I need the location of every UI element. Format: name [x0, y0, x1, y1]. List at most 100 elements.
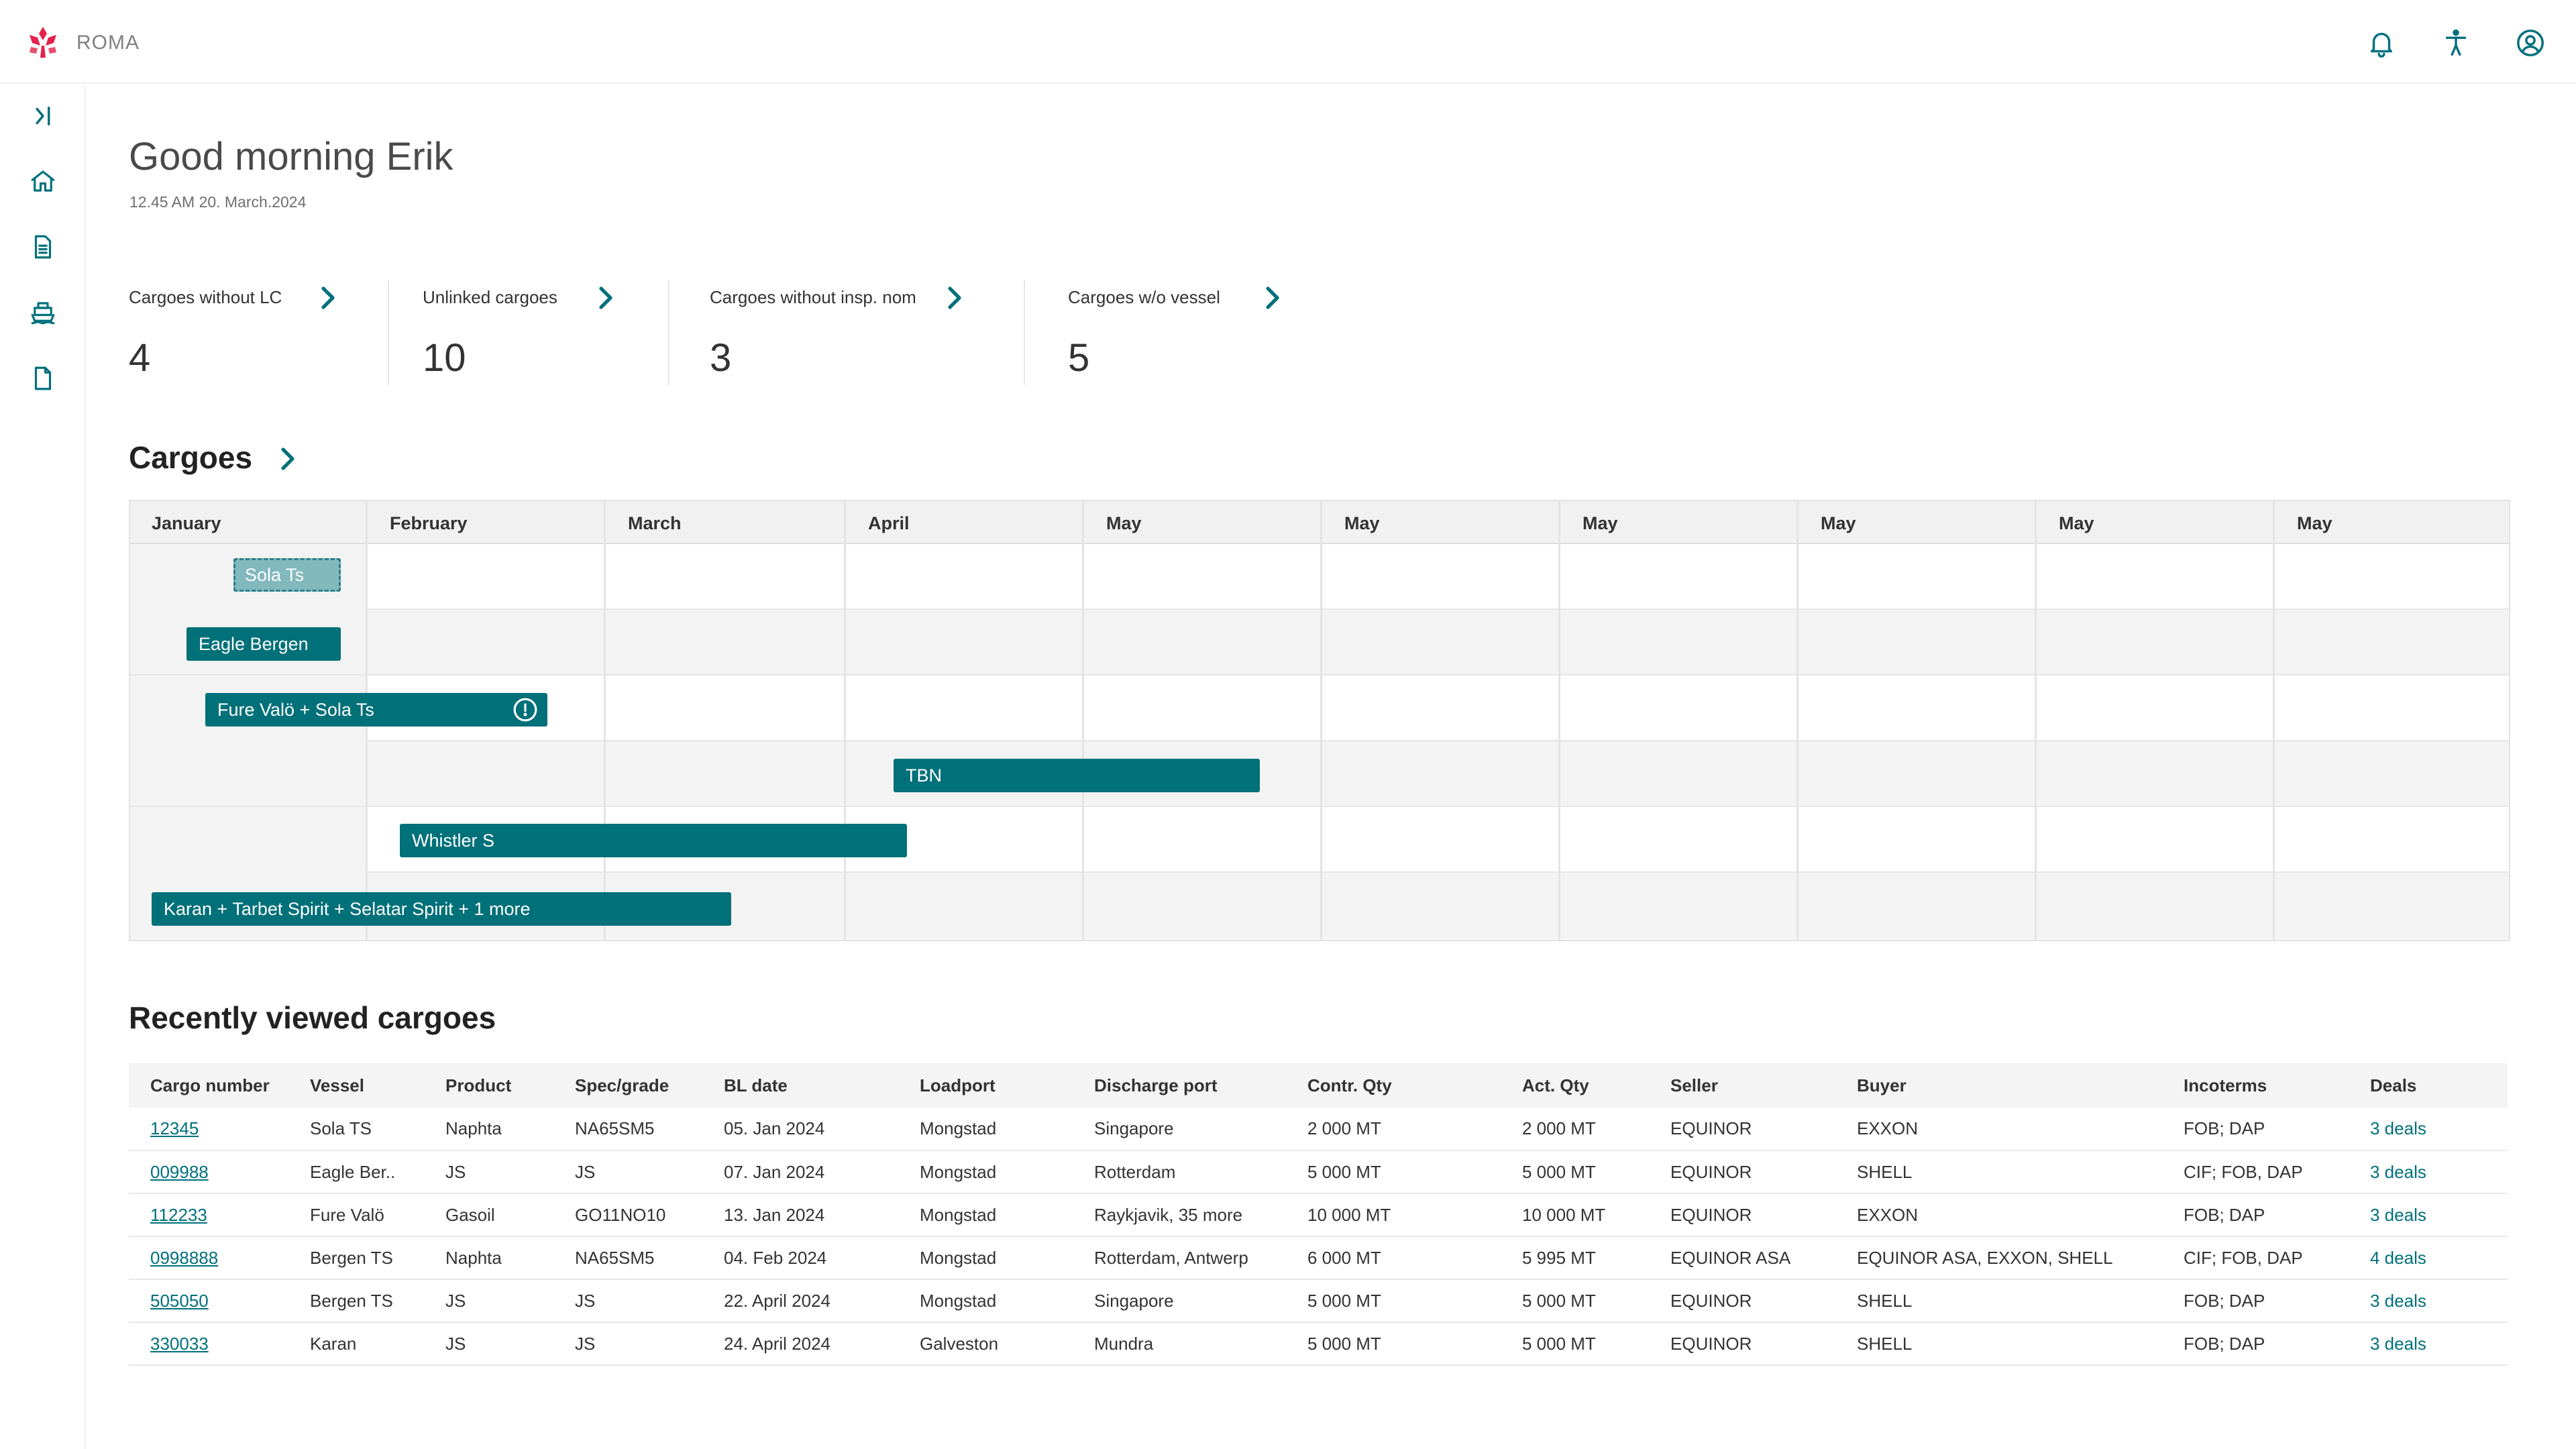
- column-header[interactable]: Incoterms: [2184, 1075, 2267, 1095]
- file-icon[interactable]: [25, 361, 60, 396]
- deals-link[interactable]: 3 deals: [2349, 1108, 2508, 1151]
- brand[interactable]: ROMA: [27, 25, 140, 60]
- table-cell: JS: [553, 1150, 702, 1194]
- chevron-right-icon[interactable]: [589, 279, 621, 317]
- table-cell: 07. Jan 2024: [702, 1150, 898, 1194]
- table-cell: 12345: [129, 1108, 288, 1151]
- deals-link[interactable]: 3 deals: [2349, 1193, 2508, 1237]
- table-cell: Gasoil: [424, 1193, 553, 1237]
- deals-link[interactable]: 3 deals: [2349, 1279, 2508, 1323]
- month-label: May: [1344, 513, 1380, 533]
- table-cell: JS: [424, 1279, 553, 1323]
- column-header[interactable]: Contr. Qty: [1307, 1075, 1392, 1095]
- cargo-bar-warning[interactable]: Fure Valö + Sola Ts: [205, 693, 547, 727]
- recent-cargoes-table: Cargo number Vessel Product Spec/grade B…: [129, 1063, 2508, 1366]
- column-header[interactable]: Loadport: [920, 1075, 996, 1095]
- column-header[interactable]: Product: [445, 1075, 512, 1095]
- column-header[interactable]: Vessel: [310, 1075, 364, 1095]
- account-icon[interactable]: [2512, 24, 2549, 62]
- cargo-number-link[interactable]: 330033: [150, 1333, 209, 1354]
- kpi-divider: [668, 280, 669, 385]
- ship-icon[interactable]: [25, 295, 60, 330]
- timeline-row: [130, 676, 2509, 741]
- kpi-value: 5: [1068, 336, 1090, 380]
- column-header[interactable]: Act. Qty: [1522, 1075, 1589, 1095]
- table-cell: 5 000 MT: [1501, 1279, 1649, 1323]
- column-header[interactable]: Spec/grade: [575, 1075, 669, 1095]
- table-row[interactable]: 009988 Eagle Ber.. JS JS 07. Jan 2024 Mongsta…: [129, 1150, 2508, 1194]
- table-cell: Mundra: [1073, 1322, 1286, 1366]
- table-cell: 5 000 MT: [1501, 1150, 1649, 1194]
- column-header[interactable]: Discharge port: [1094, 1075, 1218, 1095]
- bell-icon[interactable]: [2363, 24, 2400, 62]
- table-row[interactable]: 330033 Karan JS JS 24. April 2024 Galveston Mu…: [129, 1322, 2508, 1366]
- deals-link[interactable]: 3 deals: [2349, 1150, 2508, 1194]
- app-name: ROMA: [76, 32, 140, 54]
- table-row[interactable]: 112233 Fure Valö Gasoil GO11NO10 13. Jan 202…: [129, 1193, 2508, 1237]
- chevron-right-icon[interactable]: [938, 279, 970, 317]
- home-icon[interactable]: [25, 164, 60, 199]
- table-cell: SHELL: [1835, 1150, 2162, 1194]
- table-cell: 5 000 MT: [1501, 1322, 1649, 1366]
- table-cell: SHELL: [1835, 1322, 2162, 1366]
- table-cell: 22. April 2024: [702, 1279, 898, 1323]
- column-header[interactable]: BL date: [724, 1075, 788, 1095]
- table-cell: Galveston: [898, 1322, 1073, 1366]
- kpi-label: Cargoes without LC: [129, 287, 282, 307]
- document-icon[interactable]: [25, 229, 60, 264]
- kpi-value: 10: [423, 336, 466, 380]
- cargo-bar[interactable]: Karan + Tarbet Spirit + Selatar Spirit +…: [152, 892, 731, 926]
- kpi-cargoes-without-lc[interactable]: Cargoes without LC 4: [129, 276, 389, 381]
- table-cell: EQUINOR: [1649, 1279, 1835, 1323]
- table-cell: 6 000 MT: [1286, 1236, 1501, 1280]
- month-label: May: [2297, 513, 2332, 533]
- warning-icon[interactable]: [513, 697, 538, 722]
- kpi-cargoes-without-insp-nom[interactable]: Cargoes without insp. nom 3: [669, 276, 1025, 381]
- accessibility-icon[interactable]: [2437, 24, 2475, 62]
- chevron-right-icon[interactable]: [1256, 279, 1288, 317]
- cargo-bar[interactable]: Sola Ts: [233, 558, 341, 592]
- table-header-row: Cargo number Vessel Product Spec/grade B…: [129, 1063, 2508, 1108]
- table-cell: NA65SM5: [553, 1108, 702, 1151]
- table-row[interactable]: 0998888 Bergen TS Naphta NA65SM5 04. Feb 202…: [129, 1236, 2508, 1280]
- table-cell: 2 000 MT: [1501, 1108, 1649, 1151]
- chevron-right-icon[interactable]: [311, 279, 343, 317]
- column-header[interactable]: Deals: [2370, 1075, 2417, 1095]
- table-cell: EQUINOR: [1649, 1322, 1835, 1366]
- table-cell: EQUINOR: [1649, 1150, 1835, 1194]
- kpi-label: Unlinked cargoes: [423, 287, 557, 307]
- table-row[interactable]: 12345 Sola TS Naphta NA65SM5 05. Jan 2024 Mon…: [129, 1108, 2508, 1151]
- table-cell: Mongstad: [898, 1279, 1073, 1323]
- cargo-number-link[interactable]: 0998888: [150, 1247, 219, 1268]
- cargo-bar[interactable]: Eagle Bergen: [186, 627, 341, 661]
- column-header[interactable]: Seller: [1670, 1075, 1718, 1095]
- table-cell: 10 000 MT: [1286, 1193, 1501, 1237]
- table-cell: Mongstad: [898, 1108, 1073, 1151]
- kpi-cargoes-without-vessel[interactable]: Cargoes w/o vessel 5: [1025, 276, 1360, 381]
- cargo-number-link[interactable]: 505050: [150, 1290, 209, 1311]
- cargo-number-link[interactable]: 009988: [150, 1161, 209, 1182]
- table-cell: Bergen TS: [288, 1279, 424, 1323]
- table-cell: Karan: [288, 1322, 424, 1366]
- month-label: January: [152, 513, 221, 533]
- kpi-label: Cargoes without insp. nom: [710, 287, 916, 307]
- table-cell: Mongstad: [898, 1193, 1073, 1237]
- recent-cargoes-title: Recently viewed cargoes: [129, 1000, 496, 1035]
- chevron-right-icon[interactable]: [271, 440, 303, 478]
- collapse-icon[interactable]: [25, 99, 60, 133]
- cargo-number-link[interactable]: 12345: [150, 1118, 199, 1138]
- column-header[interactable]: Cargo number: [150, 1075, 270, 1095]
- cargo-bar[interactable]: Whistler S: [400, 824, 907, 857]
- kpi-unlinked-cargoes[interactable]: Unlinked cargoes 10: [389, 276, 669, 381]
- table-cell: Naphta: [424, 1108, 553, 1151]
- table-cell: Mongstad: [898, 1150, 1073, 1194]
- cargo-bar[interactable]: TBN: [894, 759, 1260, 792]
- timeline-row: [130, 741, 2509, 807]
- table-cell: 5 000 MT: [1286, 1279, 1501, 1323]
- cargo-number-link[interactable]: 112233: [150, 1204, 207, 1225]
- column-header[interactable]: Buyer: [1857, 1075, 1907, 1095]
- table-row[interactable]: 505050 Bergen TS JS JS 22. April 2024 Mongsta…: [129, 1279, 2508, 1323]
- table-cell: 0998888: [129, 1236, 288, 1280]
- deals-link[interactable]: 3 deals: [2349, 1322, 2508, 1366]
- deals-link[interactable]: 4 deals: [2349, 1236, 2508, 1280]
